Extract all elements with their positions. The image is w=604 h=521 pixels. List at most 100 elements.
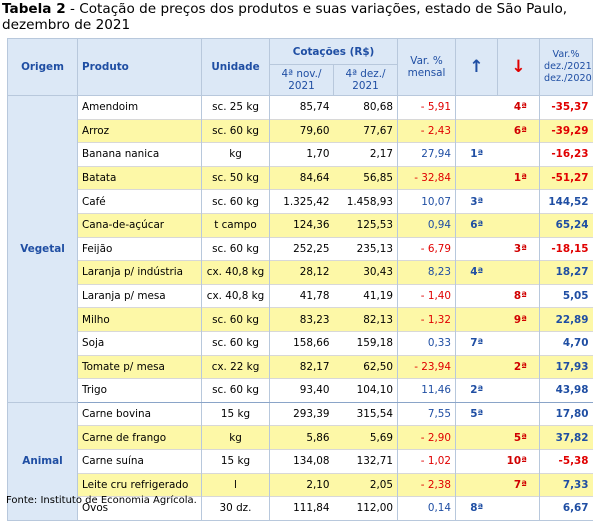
produto-cell: Soja — [77, 330, 202, 356]
var-mensal-cell: 7,55 — [397, 401, 456, 426]
rank-up-cell — [455, 283, 498, 308]
unidade-cell: 15 kg — [201, 401, 270, 426]
unidade-cell: cx. 40,8 kg — [201, 260, 270, 285]
table-row: Café sc. 60 kg 1.325,42 1.458,93 10,07 3ª 144,… — [8, 189, 593, 214]
nov-price-cell: 293,39 — [269, 401, 334, 426]
rank-down-cell: 3ª — [497, 236, 540, 261]
header-down: ↓ — [497, 38, 540, 96]
unidade-cell: sc. 60 kg — [201, 118, 270, 143]
unidade-cell: sc. 60 kg — [201, 236, 270, 261]
table-row: Tomate p/ mesa cx. 22 kg 82,17 62,50- 23,94… — [8, 354, 593, 379]
price-table: Origem Produto Unidade Cotações (R$) Var… — [7, 38, 593, 521]
var-mensal-cell: - 1,02 — [397, 448, 456, 473]
dez-price-cell: 82,13 — [333, 307, 398, 332]
dez-price-cell: 56,85 — [333, 165, 398, 190]
rank-down-cell: 5ª — [497, 425, 540, 450]
rank-up-cell — [455, 307, 498, 332]
unidade-cell: sc. 60 kg — [201, 330, 270, 356]
rank-up-cell: 2ª — [455, 378, 498, 403]
header-var-anual: Var.% dez./2021- dez./2020 — [539, 38, 593, 96]
nov-price-cell: 1.325,42 — [269, 189, 334, 214]
nov-price-cell: 5,86 — [269, 425, 334, 450]
dez-price-cell: 132,71 — [333, 448, 398, 473]
nov-price-cell: 41,78 — [269, 283, 334, 308]
rank-down-cell: 1ª — [497, 165, 540, 190]
table-row: Leite cru refrigerado l 2,10 2,05- 2,38 7ª 7,… — [8, 472, 593, 497]
table-row: Milho sc. 60 kg 83,23 82,13- 1,32 9ª 22,89 — [8, 307, 593, 332]
nov-price-cell: 28,12 — [269, 260, 334, 285]
var-anual-cell: 37,82 — [539, 425, 593, 450]
header-nov: 4ª nov./ 2021 — [269, 64, 334, 96]
rank-down-cell: 6ª — [497, 118, 540, 143]
var-anual-cell: -35,37 — [539, 95, 593, 120]
table-row: Feijão sc. 60 kg 252,25 235,13- 6,79 3ª -18,1… — [8, 236, 593, 261]
dez-price-cell: 80,68 — [333, 95, 398, 120]
rank-down-cell: 2ª — [497, 354, 540, 379]
unidade-cell: 30 dz. — [201, 496, 270, 521]
rank-down-cell — [497, 260, 540, 285]
var-anual-cell: 18,27 — [539, 260, 593, 285]
dez-price-cell: 2,17 — [333, 142, 398, 167]
var-anual-cell: -51,27 — [539, 165, 593, 190]
table-row: Trigo sc. 60 kg 93,40 104,10 11,46 2ª 43,98 — [8, 378, 593, 403]
dez-price-cell: 315,54 — [333, 401, 398, 426]
dez-price-cell: 41,19 — [333, 283, 398, 308]
var-anual-cell: -16,23 — [539, 142, 593, 167]
table-title: Tabela 2 - Cotação de preços dos produto… — [2, 1, 598, 33]
header-produto: Produto — [77, 38, 202, 96]
table-row: Banana nanica kg 1,70 2,17 27,94 1ª -16,23 — [8, 142, 593, 167]
var-anual-cell: 144,52 — [539, 189, 593, 214]
rank-up-cell — [455, 354, 498, 379]
nov-price-cell: 134,08 — [269, 448, 334, 473]
dez-price-cell: 5,69 — [333, 425, 398, 450]
rank-down-cell: 9ª — [497, 307, 540, 332]
rank-up-cell — [455, 118, 498, 143]
produto-cell: Amendoim — [77, 95, 202, 120]
rank-up-cell: 7ª — [455, 330, 498, 356]
produto-cell: Trigo — [77, 378, 202, 403]
rank-up-cell — [455, 472, 498, 497]
header-unidade: Unidade — [201, 38, 270, 96]
rank-down-cell — [497, 189, 540, 214]
source-note: Fonte: Instituto de Economia Agrícola. — [6, 495, 197, 506]
var-anual-cell: 17,80 — [539, 401, 593, 426]
rank-down-cell: 7ª — [497, 472, 540, 497]
produto-cell: Leite cru refrigerado — [77, 472, 202, 497]
rank-down-cell — [497, 401, 540, 426]
produto-cell: Arroz — [77, 118, 202, 143]
var-anual-cell: 65,24 — [539, 212, 593, 238]
nov-price-cell: 1,70 — [269, 142, 334, 167]
produto-cell: Carne de frango — [77, 425, 202, 450]
unidade-cell: kg — [201, 425, 270, 450]
rank-up-cell — [455, 165, 498, 190]
rank-down-cell: 8ª — [497, 283, 540, 308]
var-anual-cell: 17,93 — [539, 354, 593, 379]
var-mensal-cell: 27,94 — [397, 142, 456, 167]
header-cotacoes: Cotações (R$) — [269, 38, 398, 65]
unidade-cell: 15 kg — [201, 448, 270, 473]
nov-price-cell: 2,10 — [269, 472, 334, 497]
table-row: Soja sc. 60 kg 158,66 159,18 0,33 7ª 4,70 — [8, 330, 593, 356]
arrow-down-icon: ↓ — [511, 57, 526, 77]
nov-price-cell: 252,25 — [269, 236, 334, 261]
rank-down-cell — [497, 496, 540, 521]
unidade-cell: kg — [201, 142, 270, 167]
table-title-text: - Cotação de preços dos produtos e suas … — [2, 1, 568, 33]
table-row: Vegetal Amendoim sc. 25 kg 85,74 80,68- 5,91… — [7, 95, 593, 403]
rank-down-cell — [497, 378, 540, 403]
table-row: Batata sc. 50 kg 84,64 56,85- 32,84 1ª -51,27 — [8, 165, 593, 190]
rank-up-cell: 4ª — [455, 260, 498, 285]
dez-price-cell: 30,43 — [333, 260, 398, 285]
table-row: Cana-de-açúcar t campo 124,36 125,53 0,94 6ª 6… — [8, 212, 593, 238]
dez-price-cell: 2,05 — [333, 472, 398, 497]
var-mensal-cell: - 2,38 — [397, 472, 456, 497]
nov-price-cell: 111,84 — [269, 496, 334, 521]
rank-up-cell: 3ª — [455, 189, 498, 214]
rank-up-cell: 5ª — [455, 401, 498, 426]
produto-cell: Tomate p/ mesa — [77, 354, 202, 379]
var-mensal-cell: 0,94 — [397, 212, 456, 238]
unidade-cell: sc. 50 kg — [201, 165, 270, 190]
produto-cell: Laranja p/ indústria — [77, 260, 202, 285]
unidade-cell: sc. 60 kg — [201, 378, 270, 403]
table-body: Vegetal Amendoim sc. 25 kg 85,74 80,68- 5,91… — [7, 95, 593, 521]
